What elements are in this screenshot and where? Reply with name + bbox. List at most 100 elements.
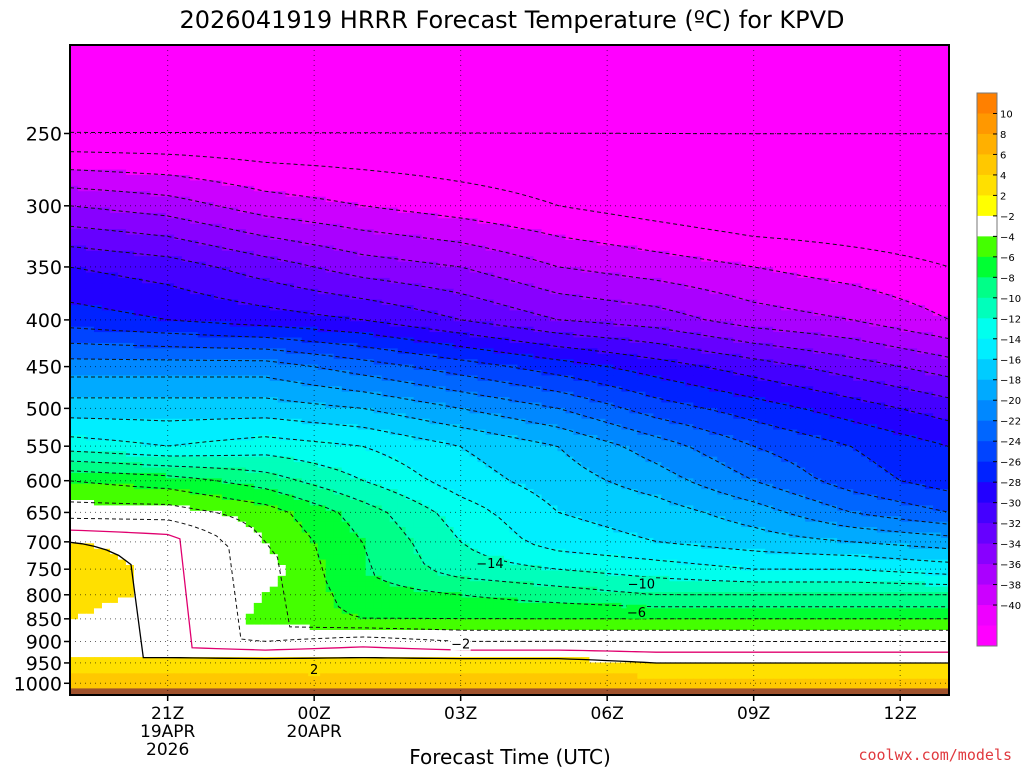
temperature-cell (453, 175, 463, 182)
temperature-cell (717, 196, 726, 203)
temperature-cell (533, 207, 543, 214)
temperature-cell (909, 212, 918, 219)
temperature-cell (197, 261, 207, 268)
temperature-cell (485, 158, 495, 165)
temperature-cell (717, 240, 726, 247)
temperature-cell (525, 267, 535, 274)
temperature-cell (685, 66, 694, 73)
temperature-cell (677, 185, 686, 192)
temperature-cell (109, 55, 119, 62)
temperature-cell (117, 55, 127, 62)
temperature-cell (589, 164, 598, 171)
temperature-cell (669, 66, 678, 73)
temperature-cell (437, 164, 447, 171)
temperature-cell (461, 126, 471, 133)
temperature-cell (405, 158, 415, 165)
temperature-cell (573, 185, 583, 192)
temperature-cell (309, 196, 319, 203)
temperature-cell (397, 207, 407, 214)
temperature-cell (349, 234, 359, 241)
temperature-cell (389, 126, 399, 133)
temperature-cell (70, 207, 79, 214)
temperature-cell (405, 288, 415, 295)
temperature-cell (397, 153, 407, 160)
temperature-cell (533, 175, 543, 182)
temperature-cell (725, 104, 734, 111)
temperature-cell (141, 283, 151, 290)
temperature-cell (613, 72, 622, 79)
temperature-cell (389, 272, 399, 279)
temperature-cell (517, 164, 527, 171)
temperature-cell (221, 115, 231, 122)
temperature-cell (917, 240, 926, 247)
temperature-cell (125, 223, 135, 230)
temperature-cell (829, 110, 838, 117)
temperature-cell (189, 142, 199, 149)
temperature-cell (229, 240, 239, 247)
temperature-cell (701, 164, 710, 171)
temperature-cell (181, 153, 191, 160)
temperature-cell (389, 175, 399, 182)
temperature-cell (509, 82, 519, 89)
temperature-cell (77, 277, 87, 284)
temperature-cell (501, 245, 511, 252)
temperature-cell (101, 88, 111, 95)
temperature-cell (173, 72, 183, 79)
temperature-cell (869, 234, 878, 241)
temperature-cell (829, 131, 838, 138)
temperature-cell (661, 153, 670, 160)
temperature-cell (469, 212, 479, 219)
temperature-cell (213, 245, 223, 252)
temperature-cell (581, 82, 591, 89)
temperature-cell (429, 250, 439, 257)
temperature-cell (221, 240, 231, 247)
temperature-cell (693, 50, 702, 57)
temperature-cell (373, 180, 383, 187)
temperature-cell (789, 66, 798, 73)
temperature-cell (837, 218, 846, 225)
temperature-cell (877, 191, 886, 198)
temperature-cell (789, 212, 798, 219)
temperature-cell (173, 104, 183, 111)
temperature-cell (261, 99, 271, 106)
temperature-cell (773, 55, 782, 62)
temperature-cell (813, 137, 822, 144)
temperature-cell (597, 267, 606, 274)
temperature-cell (237, 212, 247, 219)
temperature-cell (405, 267, 415, 274)
temperature-cell (149, 272, 159, 279)
temperature-cell (749, 104, 758, 111)
temperature-cell (925, 223, 934, 230)
temperature-cell (357, 212, 367, 219)
temperature-cell (173, 110, 183, 117)
temperature-cell (221, 212, 231, 219)
temperature-cell (885, 61, 894, 68)
temperature-cell (853, 120, 862, 127)
temperature-cell (661, 169, 670, 176)
temperature-cell (381, 277, 391, 284)
temperature-cell (909, 99, 918, 106)
temperature-cell (741, 77, 750, 84)
temperature-cell (405, 164, 415, 171)
temperature-cell (637, 153, 646, 160)
temperature-cell (453, 240, 463, 247)
temperature-cell (333, 99, 343, 106)
temperature-cell (677, 115, 686, 122)
temperature-cell (525, 256, 535, 263)
temperature-cell (205, 175, 215, 182)
temperature-cell (829, 61, 838, 68)
temperature-cell (805, 50, 814, 57)
temperature-cell (541, 240, 551, 247)
temperature-cell (101, 99, 111, 106)
temperature-cell (341, 169, 351, 176)
temperature-cell (605, 131, 614, 138)
temperature-cell (413, 267, 423, 274)
temperature-cell (637, 61, 646, 68)
temperature-cell (613, 267, 622, 274)
temperature-cell (885, 147, 894, 154)
temperature-cell (70, 142, 79, 149)
temperature-cell (605, 250, 614, 257)
temperature-cell (637, 88, 646, 95)
temperature-cell (837, 61, 846, 68)
temperature-cell (405, 196, 415, 203)
